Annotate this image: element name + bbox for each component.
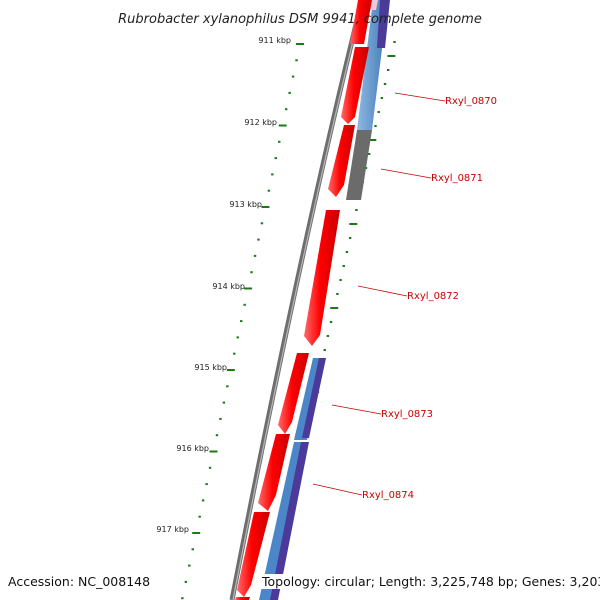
gene-label: Rxyl_0871 [431, 173, 483, 184]
minor-tick [208, 466, 212, 469]
gene-label: Rxyl_0870 [445, 96, 497, 107]
inner-minor-tick [336, 293, 339, 295]
minor-tick [201, 499, 205, 502]
minor-tick [243, 303, 246, 306]
cds-arrow [278, 353, 309, 434]
minor-tick [288, 91, 291, 94]
feature-purple-segment [302, 358, 326, 438]
gene-leader-line [357, 285, 408, 297]
inner-minor-tick [367, 153, 371, 155]
tick-label: 916 kbp [176, 444, 209, 453]
tick-labels: 911 kbp 912 kbp 913 kbp 914 kbp 915 kbp … [156, 36, 291, 534]
minor-tick [260, 222, 264, 225]
major-tick-ring [192, 43, 304, 534]
gene-label: Rxyl_0874 [362, 490, 414, 501]
inner-major-tick [387, 55, 396, 57]
accession-text: Accession: NC_008148 [8, 574, 155, 589]
minor-tick [253, 254, 257, 257]
inner-minor-tick [383, 83, 387, 85]
minor-tick [226, 385, 229, 388]
tick-label: 915 kbp [194, 363, 227, 372]
inner-minor-tick [326, 335, 330, 337]
tick-label: 911 kbp [258, 36, 291, 45]
inner-minor-tick [348, 237, 352, 239]
inner-major-tick [349, 223, 358, 225]
minor-tick [278, 140, 281, 143]
gene-leader-line [312, 483, 363, 496]
cds-arrow [235, 597, 250, 600]
major-tick [226, 369, 235, 371]
inner-minor-tick [393, 41, 396, 43]
feature-purple-segment [377, 0, 390, 48]
gene-leader-line [394, 92, 446, 102]
feature-grey-segment [346, 130, 372, 200]
inner-minor-tick [377, 111, 380, 113]
inner-major-tick [368, 139, 377, 141]
major-tick [209, 450, 218, 453]
minor-tick [222, 401, 226, 404]
inner-minor-tick [339, 279, 342, 281]
minor-tick-ring [181, 59, 298, 600]
gene-label: Rxyl_0872 [407, 291, 459, 302]
cds-arrow [237, 512, 270, 597]
major-tick [278, 124, 287, 127]
minor-tick [181, 597, 184, 600]
minor-tick [267, 189, 271, 192]
gene-labels: Rxyl_0870 Rxyl_0871 Rxyl_0872 Rxyl_0873 … [312, 92, 497, 501]
minor-tick [274, 157, 277, 160]
minor-tick [284, 108, 288, 111]
minor-tick [236, 336, 239, 339]
minor-tick [250, 271, 253, 274]
gene-label: Rxyl_0873 [381, 409, 433, 420]
genome-stats-text: Topology: circular; Length: 3,225,748 bp… [258, 574, 600, 589]
major-tick [244, 287, 253, 290]
tick-label: 913 kbp [229, 200, 262, 209]
feature-tracks [259, 0, 390, 600]
inner-minor-tick [329, 321, 333, 323]
inner-minor-tick [323, 349, 326, 351]
inner-minor-tick [355, 209, 358, 211]
inner-minor-tick [380, 97, 384, 99]
cds-arrow [258, 434, 290, 511]
minor-tick [188, 564, 191, 567]
minor-tick [257, 238, 260, 241]
gene-leader-line [380, 168, 432, 179]
inner-minor-tick [386, 69, 390, 71]
minor-tick [198, 515, 201, 518]
tick-label: 912 kbp [244, 118, 277, 127]
tick-label: 917 kbp [156, 525, 189, 534]
minor-tick [233, 352, 236, 355]
inner-major-tick [330, 307, 339, 309]
minor-tick [205, 483, 208, 486]
minor-tick [215, 434, 219, 437]
cds-arrow [304, 210, 340, 346]
cds-arrow [341, 47, 369, 124]
major-tick [261, 206, 270, 208]
tick-label: 914 kbp [212, 282, 245, 291]
minor-tick [219, 417, 222, 420]
cds-arrow [328, 125, 355, 197]
inner-minor-tick [374, 125, 377, 127]
cds-track [235, 0, 372, 600]
feature-purple-segment [270, 442, 309, 600]
minor-tick [239, 320, 243, 323]
inner-minor-tick [345, 251, 349, 253]
minor-tick [291, 75, 295, 78]
minor-tick [295, 59, 298, 62]
cds-arrow [350, 0, 372, 44]
major-tick [296, 43, 304, 45]
map-title: Rubrobacter xylanophilus DSM 9941, compl… [118, 12, 482, 27]
minor-tick [184, 580, 188, 583]
genome-backbone [229, 0, 365, 600]
major-tick [192, 532, 201, 534]
inner-minor-tick [342, 265, 345, 267]
minor-tick [271, 173, 274, 176]
gene-leader-line [331, 404, 382, 415]
minor-tick [191, 548, 194, 551]
